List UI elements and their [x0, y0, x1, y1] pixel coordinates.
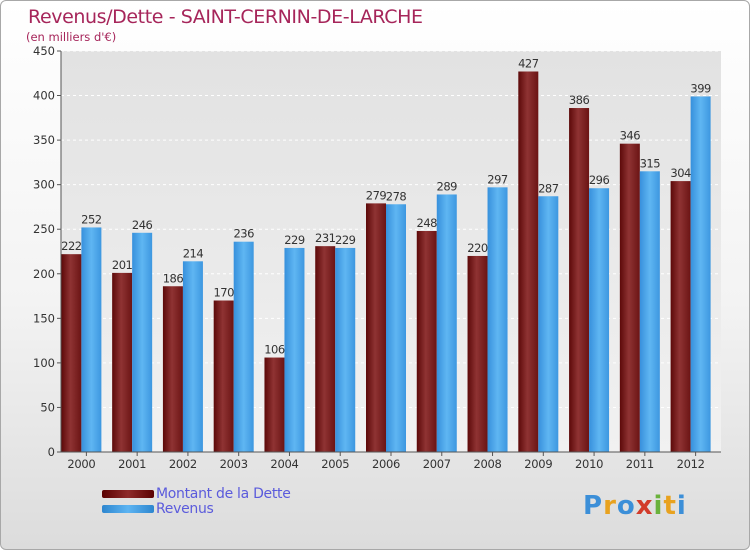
- bar-revenus: [81, 227, 102, 452]
- data-label-debt: 386: [569, 93, 590, 107]
- y-tick-label: 350: [33, 133, 55, 147]
- y-tick-label: 150: [33, 311, 55, 325]
- data-label-debt: 220: [467, 241, 488, 255]
- bar-debt: [162, 286, 183, 452]
- data-label-debt: 346: [620, 129, 641, 143]
- x-tick-label: 2004: [270, 457, 298, 471]
- bar-revenus: [386, 204, 406, 452]
- x-tick-label: 2003: [220, 457, 248, 471]
- data-label-debt: 170: [213, 286, 234, 300]
- data-label-revenus: 229: [284, 233, 305, 247]
- data-label-revenus: 315: [640, 156, 661, 170]
- bar-debt: [670, 181, 691, 452]
- data-label-revenus: 297: [487, 172, 508, 186]
- bar-revenus: [182, 261, 203, 452]
- x-tick-label: 2008: [473, 457, 501, 471]
- bar-debt: [569, 108, 590, 452]
- data-label-revenus: 214: [183, 246, 204, 260]
- x-tick-label: 2012: [677, 457, 705, 471]
- x-tick-label: 2011: [626, 457, 654, 471]
- data-label-revenus: 287: [538, 181, 559, 195]
- data-label-debt: 201: [112, 258, 133, 272]
- y-tick-label: 200: [33, 267, 55, 281]
- x-tick-label: 2010: [575, 457, 603, 471]
- bar-revenus: [233, 241, 254, 452]
- data-label-debt: 186: [163, 271, 184, 285]
- svg-text:Proxiti: Proxiti: [583, 491, 687, 521]
- x-tick-label: 2006: [372, 457, 400, 471]
- bar-debt: [416, 231, 437, 452]
- bar-revenus: [436, 194, 457, 453]
- data-label-revenus: 289: [437, 179, 458, 193]
- bar-debt: [518, 71, 539, 453]
- data-label-revenus: 236: [233, 227, 254, 241]
- legend-swatch-debt: [102, 490, 154, 498]
- y-tick-label: 400: [33, 89, 55, 103]
- data-label-debt: 248: [417, 216, 438, 230]
- legend-label-revenus: Revenus: [156, 501, 214, 517]
- x-tick-label: 2000: [67, 457, 95, 471]
- bar-debt: [264, 357, 285, 452]
- bar-revenus: [284, 247, 305, 452]
- bar-debt: [315, 246, 336, 452]
- x-tick-label: 2002: [169, 457, 197, 471]
- data-label-revenus: 278: [386, 189, 407, 203]
- chart-title: Revenus/Dette - SAINT-CERNIN-DE-LARCHE: [28, 6, 423, 28]
- bar-revenus: [690, 96, 711, 453]
- bar-revenus: [487, 187, 508, 452]
- y-tick-label: 300: [33, 178, 55, 192]
- bar-debt: [619, 143, 640, 453]
- x-tick-label: 2001: [118, 457, 146, 471]
- bar-debt: [467, 255, 488, 452]
- y-tick-label: 250: [33, 222, 55, 236]
- bar-debt: [112, 272, 133, 452]
- y-tick-label: 0: [48, 445, 55, 459]
- bar-revenus: [335, 247, 356, 452]
- y-tick-label: 450: [33, 44, 55, 58]
- data-label-revenus: 252: [81, 212, 102, 226]
- data-label-debt: 231: [315, 231, 336, 245]
- bar-revenus: [639, 171, 660, 453]
- y-tick-label: 50: [40, 400, 55, 414]
- data-label-debt: 279: [366, 188, 387, 202]
- bar-revenus: [132, 232, 153, 452]
- chart-subtitle: (en milliers d'€): [26, 30, 117, 44]
- data-label-revenus: 229: [335, 233, 356, 247]
- x-tick-label: 2007: [423, 457, 451, 471]
- bar-revenus: [538, 196, 559, 452]
- data-label-debt: 106: [264, 343, 285, 357]
- bar-debt: [213, 300, 234, 452]
- data-label-debt: 427: [518, 56, 539, 70]
- data-label-debt: 304: [670, 166, 691, 180]
- data-label-debt: 222: [61, 239, 82, 253]
- data-label-revenus: 296: [589, 173, 610, 187]
- x-tick-label: 2009: [524, 457, 552, 471]
- bar-revenus: [589, 188, 610, 452]
- x-tick-label: 2005: [321, 457, 349, 471]
- bar-debt: [366, 203, 386, 452]
- data-label-revenus: 246: [132, 218, 153, 232]
- proxiti-logo: Proxiti: [583, 491, 687, 521]
- legend-swatch-revenus: [102, 505, 154, 513]
- bar-debt: [61, 254, 82, 452]
- y-tick-label: 100: [33, 356, 55, 370]
- legend-label-debt: Montant de la Dette: [156, 486, 291, 502]
- data-label-revenus: 399: [690, 81, 711, 95]
